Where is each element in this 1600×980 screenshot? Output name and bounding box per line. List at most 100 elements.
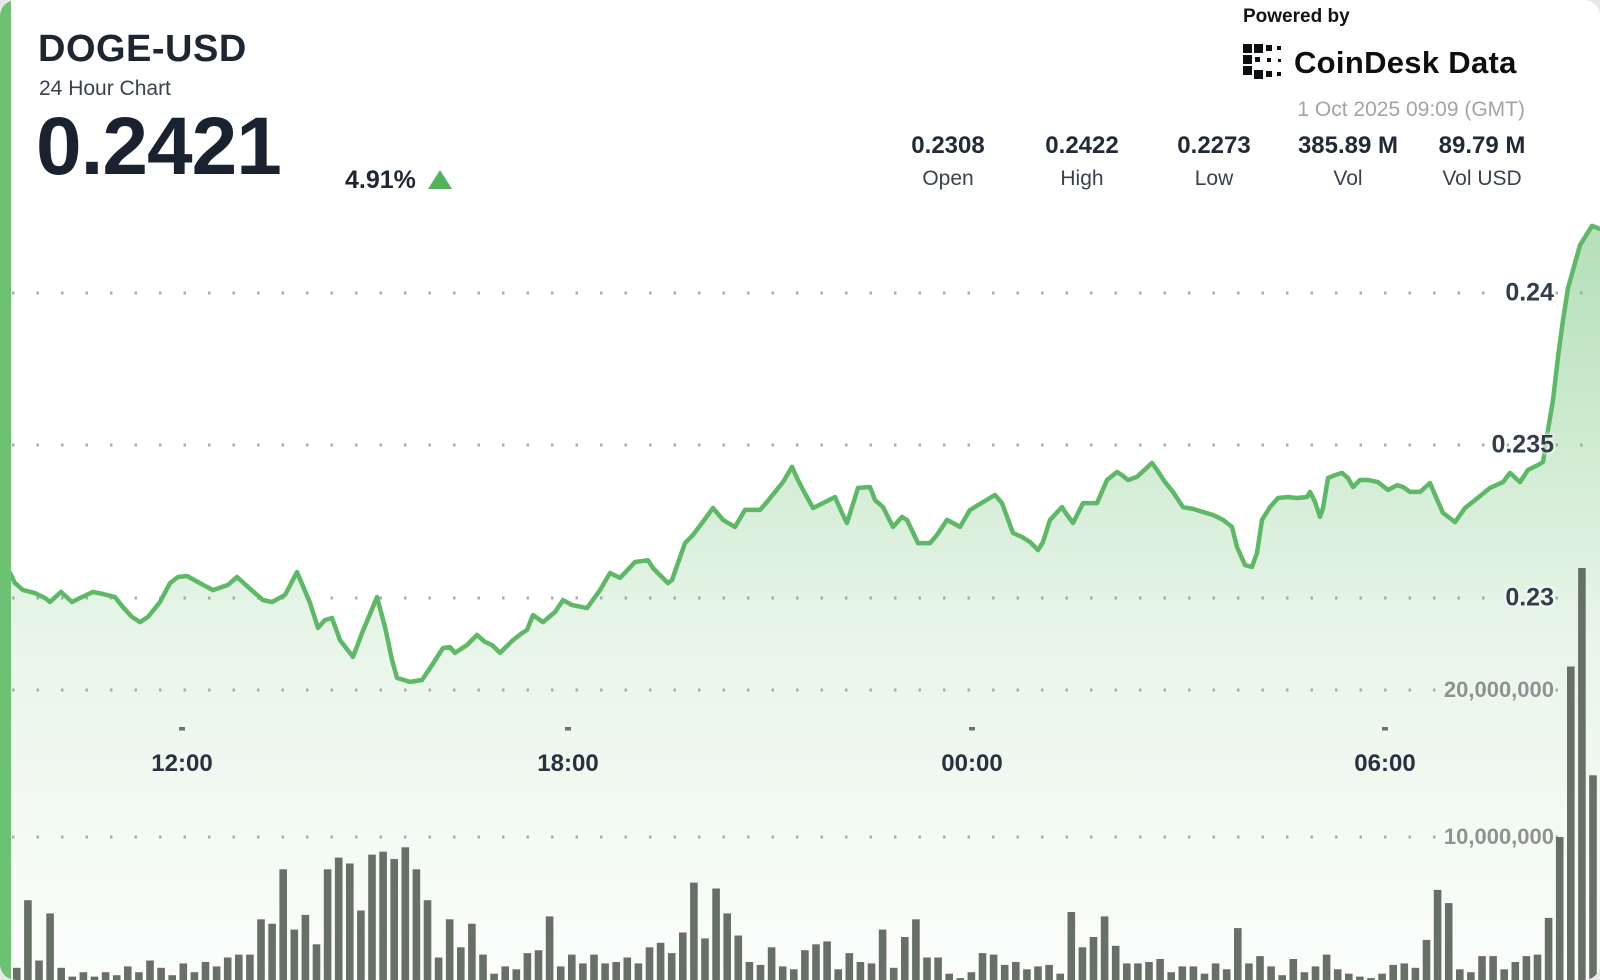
volume-bar <box>468 923 476 980</box>
volume-bar <box>1123 963 1131 980</box>
volume-bar <box>945 973 953 980</box>
volume-bar <box>767 947 776 980</box>
volume-bar <box>867 963 876 980</box>
stat-open: 0.2308 Open <box>911 132 984 191</box>
volume-bar <box>1400 963 1409 980</box>
volume-bar <box>656 942 665 980</box>
volume-bar <box>701 938 709 980</box>
coindesk-brand-text: CoinDesk Data <box>1294 45 1517 80</box>
volume-bar <box>401 847 410 980</box>
volume-bar <box>235 954 243 980</box>
volume-bar <box>1211 963 1220 980</box>
x-axis-tick <box>179 727 185 731</box>
last-price: 0.2421 <box>36 101 282 192</box>
stat-value: 385.89 M <box>1297 132 1399 159</box>
volume-bar <box>379 851 387 980</box>
stat-label: Open <box>922 167 974 190</box>
volume-bar <box>667 953 676 980</box>
attribution-block: Powered by CoinDesk Data <box>1243 6 1533 121</box>
volume-bar <box>290 929 299 980</box>
volume-bar <box>1034 966 1042 980</box>
volume-bar <box>1189 966 1198 980</box>
volume-bar <box>1200 973 1209 980</box>
volume-bar <box>1444 903 1453 980</box>
volume-bar <box>1433 889 1442 980</box>
volume-bar <box>1389 964 1397 980</box>
chart-period-subtitle: 24 Hour Chart <box>39 77 171 100</box>
volume-bar <box>512 969 521 980</box>
volume-bar <box>823 941 831 980</box>
powered-by-label: Powered by <box>1243 6 1350 27</box>
volume-bar <box>679 932 687 980</box>
volume-bar <box>978 953 987 980</box>
volume-bar <box>479 954 487 980</box>
volume-bar <box>734 935 743 980</box>
volume-bar <box>201 962 210 980</box>
volume-bar <box>801 950 809 980</box>
volume-bar <box>1333 969 1342 980</box>
stat-high: 0.2422 High <box>1045 132 1118 191</box>
volume-bar <box>1533 954 1542 980</box>
volume-bar <box>989 954 998 980</box>
volume-bar <box>967 972 976 980</box>
stat-label: Vol USD <box>1442 167 1522 190</box>
volume-bar <box>1278 975 1286 980</box>
stat-low: 0.2273 Low <box>1177 132 1250 191</box>
accent-left-stripe <box>0 0 11 980</box>
volume-bar <box>146 960 154 980</box>
volume-bar <box>923 957 931 980</box>
volume-bar <box>1067 912 1076 980</box>
volume-bar <box>756 964 765 980</box>
volume-bar <box>1056 973 1064 980</box>
volume-bar <box>1411 967 1420 980</box>
volume-bar <box>1567 666 1575 980</box>
volume-bar <box>323 869 332 980</box>
volume-bar <box>523 953 532 980</box>
price-area-fill <box>10 225 1600 980</box>
volume-bar <box>934 957 942 980</box>
volume-bar <box>690 882 698 980</box>
volume-bar <box>57 967 65 980</box>
volume-bar <box>1345 973 1353 980</box>
volume-bar <box>135 972 143 980</box>
volume-bar <box>878 929 887 980</box>
volume-bar <box>712 888 720 980</box>
volume-bar <box>778 966 787 980</box>
volume-bar <box>412 869 421 980</box>
coindesk-data-logo[interactable]: CoinDesk Data <box>1243 44 1517 82</box>
volume-bar <box>834 969 842 980</box>
volume-bar <box>579 963 587 980</box>
x-axis-tick <box>969 727 975 731</box>
volume-bar <box>634 963 643 980</box>
volume-bar <box>1467 972 1475 980</box>
volume-bar <box>1555 837 1564 980</box>
volume-bar <box>623 957 632 980</box>
volume-bar <box>645 947 654 980</box>
volume-bar <box>1012 962 1020 980</box>
volume-bar <box>346 863 354 980</box>
volume-bar <box>79 972 88 980</box>
volume-bar <box>124 966 132 980</box>
volume-bar <box>1078 947 1087 980</box>
volume-bar <box>312 944 321 980</box>
volume-bar <box>1222 969 1231 980</box>
volume-bar <box>190 972 199 980</box>
volume-bar <box>501 966 509 980</box>
volume-bar <box>901 937 909 980</box>
volume-bar <box>1089 937 1098 980</box>
instrument-title: DOGE-USD <box>38 28 247 70</box>
volume-bar <box>13 967 21 980</box>
stat-label: High <box>1060 167 1104 190</box>
volume-bar <box>368 854 376 980</box>
volume-bar <box>334 857 343 980</box>
volume-bar <box>812 944 820 980</box>
price-line <box>7 223 1600 685</box>
stat-label: Vol <box>1333 167 1363 190</box>
volume-bar <box>1256 956 1264 980</box>
volume-bar <box>1544 917 1553 980</box>
chart-timestamp: 1 Oct 2025 09:09 (GMT) <box>1297 98 1525 121</box>
volume-bar <box>745 962 754 980</box>
volume-bar <box>35 960 43 980</box>
volume-bar <box>212 966 221 980</box>
